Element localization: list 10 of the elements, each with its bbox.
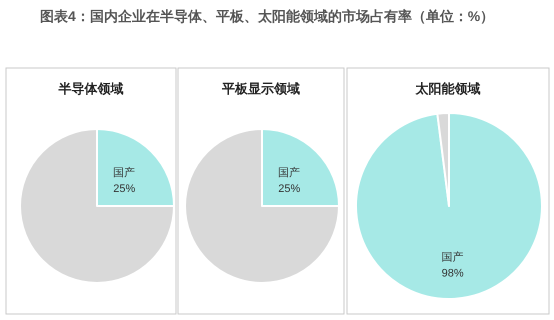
data-label: 98%: [442, 268, 464, 280]
chart-title: 平板显示领域: [221, 81, 300, 96]
slice-label: 国产: [442, 250, 464, 264]
slice-label: 国产: [278, 166, 300, 179]
data-label: 25%: [113, 182, 136, 195]
chart-title: 太阳能领域: [414, 81, 480, 96]
slice-label: 国产: [113, 166, 136, 179]
text: 图表4：国内企业在半导体、平板、太阳能领域的市场占有率（单位：%）: [40, 7, 496, 26]
data-label: 25%: [278, 182, 300, 195]
chart-title: 半导体领域: [58, 81, 124, 96]
